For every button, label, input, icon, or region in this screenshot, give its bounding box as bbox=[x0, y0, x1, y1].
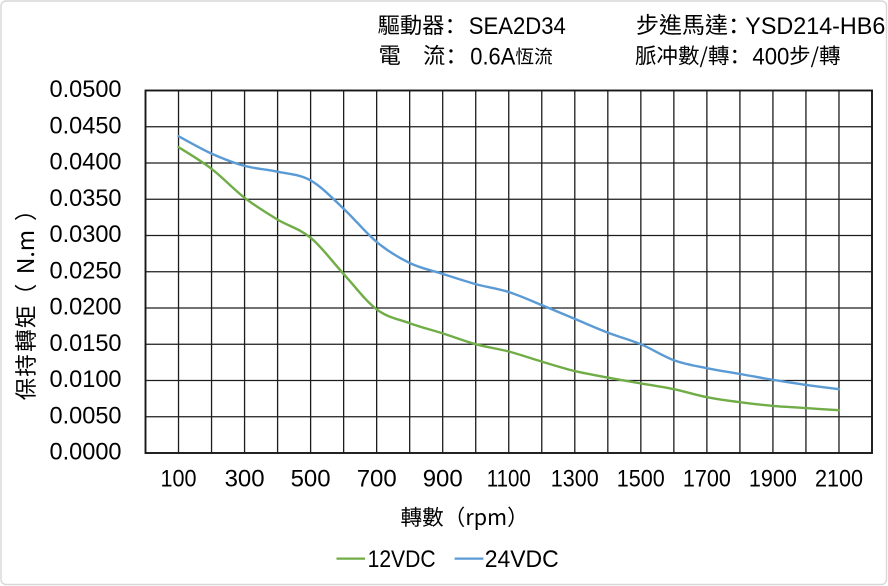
svg-text:100: 100 bbox=[161, 466, 197, 493]
svg-text:0.0000: 0.0000 bbox=[50, 439, 122, 466]
svg-text:0.0100: 0.0100 bbox=[50, 366, 122, 393]
svg-text:0.0350: 0.0350 bbox=[50, 185, 122, 212]
svg-text:1100: 1100 bbox=[487, 466, 531, 493]
svg-text:1300: 1300 bbox=[551, 466, 599, 493]
svg-text:1500: 1500 bbox=[617, 466, 665, 493]
svg-text:1700: 1700 bbox=[683, 466, 731, 493]
svg-text:SEA2D34: SEA2D34 bbox=[469, 13, 566, 40]
svg-text:0.0300: 0.0300 bbox=[50, 221, 122, 248]
svg-text:12VDC: 12VDC bbox=[368, 546, 436, 573]
svg-text:0.6A: 0.6A bbox=[470, 43, 515, 70]
svg-text:0.0150: 0.0150 bbox=[50, 330, 122, 357]
svg-text:500: 500 bbox=[291, 466, 331, 493]
svg-text:0.0200: 0.0200 bbox=[50, 294, 122, 321]
svg-text:0.0250: 0.0250 bbox=[50, 257, 122, 284]
svg-text:0.0050: 0.0050 bbox=[50, 402, 122, 429]
svg-text:400: 400 bbox=[752, 43, 789, 70]
svg-text:1900: 1900 bbox=[749, 466, 797, 493]
svg-text:300: 300 bbox=[225, 466, 265, 493]
svg-text:0.0450: 0.0450 bbox=[50, 112, 122, 139]
svg-text:900: 900 bbox=[423, 466, 463, 493]
svg-text:0.0500: 0.0500 bbox=[50, 76, 122, 103]
svg-text:700: 700 bbox=[357, 466, 397, 493]
svg-text:YSD214-HB6: YSD214-HB6 bbox=[745, 13, 885, 40]
svg-text:2100: 2100 bbox=[815, 466, 863, 493]
svg-text:24VDC: 24VDC bbox=[485, 546, 559, 573]
svg-text:0.0400: 0.0400 bbox=[50, 149, 122, 176]
